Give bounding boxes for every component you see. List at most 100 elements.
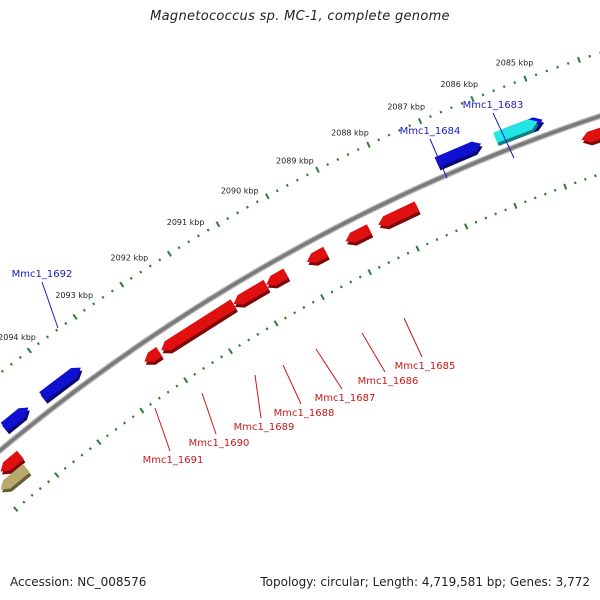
- kbp-label: 2090 kbp: [221, 186, 259, 195]
- outer-tick: [18, 355, 22, 359]
- outer-tick: [523, 75, 528, 82]
- outer-tick: [356, 148, 360, 152]
- kbp-label: 2088 kbp: [331, 129, 369, 138]
- outer-tick: [158, 258, 162, 262]
- inner-tick: [149, 402, 153, 406]
- inner-tick: [88, 447, 92, 451]
- inner-tick: [238, 343, 242, 348]
- inner-tick: [377, 265, 381, 269]
- gene-feature: [345, 224, 372, 243]
- inner-tick: [54, 472, 60, 479]
- outer-tick: [295, 178, 299, 182]
- outer-tick: [0, 369, 4, 373]
- reverse-leader: [201, 392, 217, 435]
- outer-tick: [119, 281, 125, 288]
- inner-tick: [435, 238, 439, 242]
- reverse-gene-label: Mmc1_1688: [274, 408, 335, 419]
- inner-tick: [583, 177, 587, 181]
- inner-tick: [122, 421, 127, 425]
- kbp-label: 2094 kbp: [0, 333, 36, 342]
- outer-tick: [336, 157, 340, 162]
- inner-tick: [293, 311, 297, 315]
- inner-tick: [425, 242, 429, 246]
- outer-tick: [72, 313, 78, 320]
- outer-tick: [326, 163, 330, 167]
- outer-tick: [397, 128, 401, 132]
- outer-tick: [275, 189, 279, 193]
- inner-tick: [63, 466, 67, 470]
- genome-summary-text: Topology: circular; Length: 4,719,581 bp…: [260, 575, 590, 589]
- outer-tick: [545, 69, 549, 73]
- inner-tick: [563, 183, 568, 190]
- outer-tick: [470, 95, 475, 103]
- inner-tick: [513, 202, 518, 209]
- gene-feature: [144, 347, 163, 362]
- outer-tick: [481, 93, 485, 97]
- reverse-gene-label: Mmc1_1687: [315, 393, 376, 404]
- inner-tick: [553, 188, 557, 192]
- inner-tick-ring: [13, 174, 597, 513]
- genome-backbone: [0, 112, 600, 455]
- backbone-line: [0, 114, 600, 453]
- gene-features: [0, 117, 600, 493]
- outer-tick: [408, 124, 412, 128]
- inner-tick: [247, 338, 251, 342]
- outer-tick: [255, 200, 259, 204]
- outer-tick: [366, 141, 371, 148]
- forward-gene-label: Mmc1_1692: [12, 269, 73, 280]
- outer-tick: [110, 289, 114, 293]
- outer-tick: [439, 110, 443, 114]
- inner-tick: [114, 427, 118, 431]
- outer-tick: [285, 183, 289, 187]
- outer-tick: [534, 73, 538, 77]
- inner-tick: [406, 251, 410, 255]
- inner-tick: [358, 275, 362, 279]
- outer-tick: [215, 221, 221, 228]
- outer-tick: [577, 56, 581, 64]
- outer-tick: [265, 193, 270, 200]
- inner-tick: [415, 245, 420, 252]
- inner-tick: [38, 486, 42, 491]
- outer-tick: [377, 138, 381, 142]
- gene-feature: [378, 201, 420, 227]
- inner-tick: [302, 305, 306, 309]
- outer-tick: [305, 173, 309, 177]
- outer-tick: [588, 54, 592, 58]
- outer-tick: [556, 65, 559, 69]
- inner-tick: [166, 390, 170, 394]
- outer-tick: [82, 308, 86, 312]
- gene-feature: [266, 268, 289, 286]
- inner-tick: [533, 196, 537, 200]
- reverse-gene-label: Mmc1_1689: [234, 422, 295, 433]
- forward-leader: [41, 281, 59, 329]
- inner-tick: [22, 500, 26, 504]
- reverse-gene-label: Mmc1_1690: [189, 438, 250, 449]
- outer-tick: [387, 133, 391, 137]
- forward-leader: [492, 112, 515, 159]
- inner-tick: [283, 316, 287, 320]
- inner-tick: [105, 434, 109, 438]
- inner-tick: [157, 396, 161, 400]
- inner-tick: [387, 261, 391, 265]
- inner-tick: [72, 460, 76, 464]
- inner-tick: [504, 208, 507, 212]
- accession-text: Accession: NC_008576: [10, 575, 147, 589]
- inner-tick: [494, 212, 498, 216]
- reverse-leader: [361, 332, 386, 373]
- outer-tick: [26, 347, 32, 354]
- outer-tick: [101, 295, 105, 299]
- outer-tick: [148, 264, 152, 268]
- gene-feature: [306, 246, 329, 263]
- gene-feature: [233, 279, 269, 305]
- outer-tick: [9, 362, 13, 366]
- outer-tick: [450, 106, 453, 110]
- outer-tick-ring: [0, 51, 600, 373]
- inner-tick: [183, 377, 189, 384]
- gene-feature: [0, 450, 24, 472]
- inner-tick: [211, 361, 215, 365]
- kbp-label: 2089 kbp: [276, 156, 314, 165]
- outer-tick: [417, 118, 423, 125]
- outer-tick: [166, 250, 172, 257]
- kbp-label: 2087 kbp: [387, 103, 425, 112]
- inner-tick: [445, 233, 449, 237]
